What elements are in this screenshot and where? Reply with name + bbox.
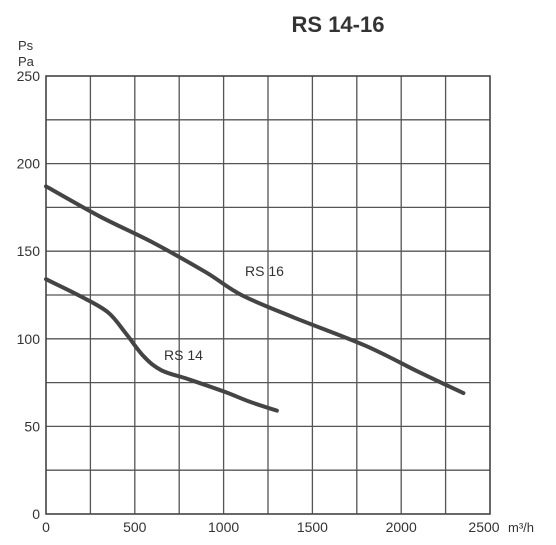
series-line-rs16 (44, 184, 466, 396)
grid-lines (46, 76, 490, 514)
y-axis-label-pa: Pa (18, 54, 35, 69)
chart-title: RS 14-16 (292, 12, 385, 37)
x-tick-label: 2000 (386, 519, 417, 535)
y-axis-label-ps: Ps (18, 38, 34, 53)
x-axis-ticks: 0 500 1000 1500 2000 2500 (42, 519, 500, 535)
y-tick-label: 200 (17, 156, 41, 172)
series-label-rs14: RS 14 (164, 347, 203, 363)
plot-frame (45, 75, 491, 515)
x-axis-unit-label: m³/h (508, 520, 534, 535)
y-tick-label: 50 (24, 418, 40, 434)
y-tick-label: 100 (17, 331, 41, 347)
x-tick-label: 1500 (297, 519, 328, 535)
series-layer (44, 184, 466, 413)
y-tick-label: 250 (17, 68, 41, 84)
y-tick-label: 0 (32, 506, 40, 522)
x-tick-label: 500 (123, 519, 147, 535)
y-axis-ticks: 0 50 100 150 200 250 (17, 68, 41, 522)
x-tick-label: 1000 (208, 519, 239, 535)
x-tick-label: 2500 (468, 519, 499, 535)
series-line-rs14 (44, 277, 279, 413)
series-label-rs16: RS 16 (245, 263, 284, 279)
y-tick-label: 150 (17, 243, 41, 259)
x-tick-label: 0 (42, 519, 50, 535)
